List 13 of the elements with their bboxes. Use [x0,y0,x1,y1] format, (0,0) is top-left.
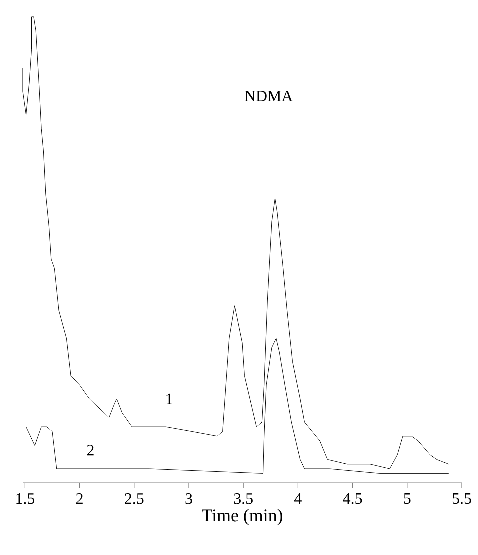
annotation: NDMA [244,90,294,102]
x-axis-title: Time (min) [202,509,282,526]
x-tick-label: 3 [186,494,192,504]
series-label: 2 [87,445,94,456]
x-tick-label: 2.5 [125,494,144,504]
x-tick-label: 1.5 [16,494,35,504]
x-tick-label: 3.5 [234,494,253,504]
x-tick-label: 4 [294,494,302,504]
x-tick-label: 2 [76,494,83,504]
x-tick-label: 4.5 [343,494,362,504]
x-tick-label: 5.5 [452,494,472,504]
x-tick-label: 5 [404,494,411,504]
series-label: 1 [166,394,172,404]
